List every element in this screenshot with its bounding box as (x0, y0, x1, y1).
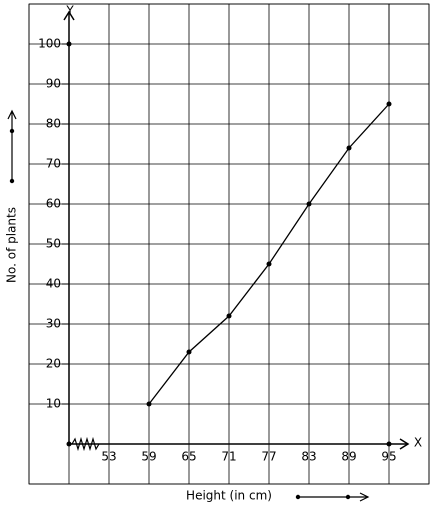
y-tick-label: 60 (46, 197, 61, 211)
origin-dot (66, 441, 72, 447)
data-point (346, 145, 352, 151)
x-tick-label: 83 (301, 450, 316, 464)
x-tick-label: 53 (101, 450, 116, 464)
x-arrow (399, 438, 410, 450)
y-tick-label: 40 (46, 277, 61, 291)
data-point (146, 401, 152, 407)
y-tick-label: 70 (46, 157, 61, 171)
x-axis-name: X (414, 436, 422, 450)
y-tick-label: 80 (46, 117, 61, 131)
x-tick-label: 71 (221, 450, 236, 464)
arrow-dot (9, 128, 15, 134)
arrow-dot (345, 494, 351, 500)
x-tick-label: 77 (261, 450, 276, 464)
y-tick-label: 20 (46, 357, 61, 371)
data-point (386, 101, 392, 107)
x-tick-label: 95 (381, 450, 396, 464)
y-tick-label: 90 (46, 77, 61, 91)
y-label-arrow-head (7, 109, 17, 120)
x-label-arrow-head (359, 492, 370, 502)
data-point (306, 201, 312, 207)
x-tick-label: 65 (181, 450, 196, 464)
data-point (186, 349, 192, 355)
y-tick-label: 30 (46, 317, 61, 331)
arrow-dot (295, 494, 301, 500)
y-tick-label: 100 (38, 37, 61, 51)
y-arrow (63, 10, 75, 21)
arrow-dot (9, 178, 15, 184)
x-tick-label: 59 (141, 450, 156, 464)
y-axis-label: No. of plants (5, 207, 19, 283)
y-tick-label: 10 (46, 397, 61, 411)
data-point (226, 313, 232, 319)
data-point (266, 261, 272, 267)
x-tick-label: 89 (341, 450, 356, 464)
y-axis-name: Y (65, 4, 74, 18)
axis-break (71, 436, 100, 452)
x-axis-label: Height (in cm) (186, 489, 272, 503)
y-tick-label: 50 (46, 237, 61, 251)
